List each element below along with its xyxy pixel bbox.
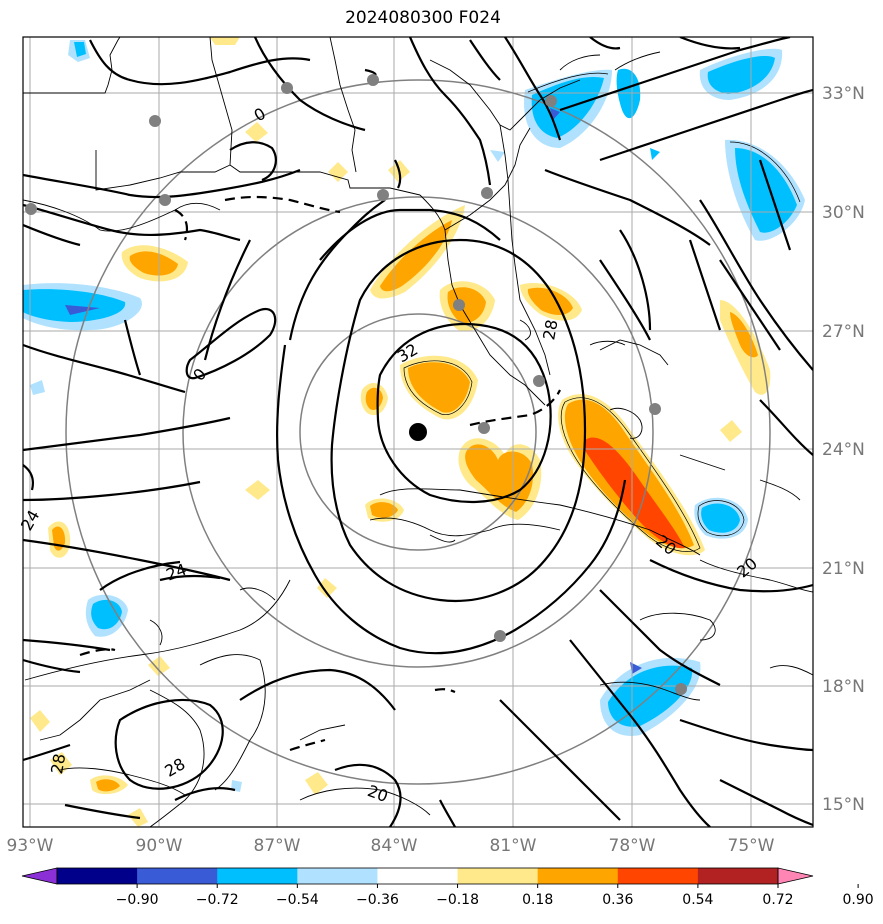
positive-shade-area — [527, 287, 573, 315]
negative-shade-area — [707, 55, 775, 94]
positive-shade-area — [328, 162, 348, 182]
station-dot — [159, 194, 171, 206]
colorbar-min-extension — [21, 867, 58, 885]
station-dot — [377, 189, 389, 201]
lon-label: 93°W — [7, 836, 54, 856]
station-dot — [649, 403, 661, 415]
lon-label: 90°W — [136, 836, 183, 856]
contour-label: 28 — [539, 318, 561, 341]
colorbar-tick-label: −0.36 — [356, 892, 399, 908]
station-markers — [25, 74, 687, 695]
positive-shade-area — [317, 578, 337, 598]
station-dot — [494, 630, 506, 642]
positive-shade-area — [583, 437, 685, 549]
colorbar-swatch — [57, 868, 138, 884]
colorbar-tick-label: 0.18 — [522, 892, 553, 908]
negative-shade-area — [23, 289, 126, 322]
colorbar-swatch — [217, 868, 298, 884]
contour-label: 24 — [17, 507, 44, 534]
colorbar-tick-label: 0.36 — [602, 892, 633, 908]
colorbar-max-extension — [777, 867, 814, 885]
station-dot — [281, 82, 293, 94]
positive-shade-area — [30, 710, 50, 732]
lon-label: 75°W — [728, 836, 775, 856]
isolines — [23, 37, 813, 827]
positive-shade-area — [408, 362, 470, 413]
positive-shade-area — [50, 752, 72, 775]
lon-label: 84°W — [371, 836, 418, 856]
colorbar-swatch — [137, 868, 218, 884]
colorbar-tick-label: 0.72 — [762, 892, 793, 908]
lon-label: 78°W — [609, 836, 656, 856]
colorbar-tick-label: 0.54 — [682, 892, 713, 908]
map-title: 2024080300 F024 — [345, 8, 501, 28]
positive-shade-area — [447, 287, 486, 324]
negative-shade-area — [630, 662, 642, 674]
station-dot — [367, 74, 379, 86]
colorbar-tick-label: 0.90 — [843, 892, 874, 908]
lat-label: 27°N — [822, 322, 865, 342]
positive-shade-area — [129, 251, 178, 276]
coastlines — [23, 37, 813, 827]
positive-shade-area — [465, 444, 534, 512]
colorbar-swatch — [297, 868, 378, 884]
contour-label: 0 — [189, 365, 210, 385]
lon-label: 87°W — [254, 836, 301, 856]
lat-label: 30°N — [822, 203, 865, 223]
positive-shade-area — [370, 502, 398, 518]
colorbar-swatch — [457, 868, 539, 884]
station-dot — [481, 187, 493, 199]
positive-shade-area — [720, 420, 742, 442]
colorbar-swatch — [537, 868, 619, 884]
positive-shade-area — [96, 779, 120, 792]
lat-label: 18°N — [822, 677, 865, 697]
plot-frame — [22, 36, 814, 828]
positive-shade-area — [245, 480, 270, 500]
negative-shade-area — [91, 599, 122, 630]
colorbar-tick-label: −0.18 — [436, 892, 479, 908]
negative-shade-area — [65, 305, 100, 315]
colorbar-swatch — [377, 868, 459, 884]
lat-label: 33°N — [822, 84, 865, 104]
negative-shade-area — [490, 150, 505, 162]
station-dot — [675, 683, 687, 695]
station-dot — [478, 422, 490, 434]
station-dot — [149, 115, 161, 127]
lat-lon-grid — [23, 37, 813, 827]
colorbar-swatch — [617, 868, 699, 884]
lat-label: 15°N — [822, 795, 865, 815]
latitude-labels: 33°N 30°N 27°N 24°N 21°N 18°N 15°N — [822, 84, 865, 815]
negative-shade-area — [701, 503, 740, 533]
negative-shade-area — [74, 42, 86, 57]
contour-label: 28 — [47, 752, 69, 775]
station-dot — [533, 375, 545, 387]
colorbar-tick-label: −0.72 — [196, 892, 239, 908]
contour-label: 28 — [161, 754, 188, 781]
lat-label: 21°N — [822, 559, 865, 579]
positive-shade-area — [210, 37, 240, 45]
negative-shade-area — [30, 380, 45, 395]
longitude-labels: 93°W 90°W 87°W 84°W 81°W 78°W 75°W — [7, 836, 775, 856]
positive-shade-area — [245, 122, 268, 142]
negative-shade-area — [650, 148, 660, 160]
station-dot — [25, 203, 37, 215]
lon-label: 81°W — [490, 836, 537, 856]
lat-label: 24°N — [822, 440, 865, 460]
colorbar: −0.90 −0.72 −0.54 −0.36 −0.18 0.18 0.36 0.54 0.7… — [21, 867, 874, 908]
colorbar-tick-label: −0.90 — [116, 892, 159, 908]
station-dot — [545, 95, 557, 107]
positive-shade-area — [305, 772, 328, 795]
contour-label: 20 — [365, 781, 391, 806]
range-rings — [65, 79, 771, 785]
colorbar-frame — [56, 867, 779, 885]
station-dot — [453, 299, 465, 311]
positive-shade-area — [380, 220, 452, 292]
dashed-isolines — [79, 195, 561, 752]
storm-center-marker — [409, 423, 427, 441]
colorbar-tick-label: −0.54 — [276, 892, 319, 908]
colorbar-swatch — [697, 868, 779, 884]
